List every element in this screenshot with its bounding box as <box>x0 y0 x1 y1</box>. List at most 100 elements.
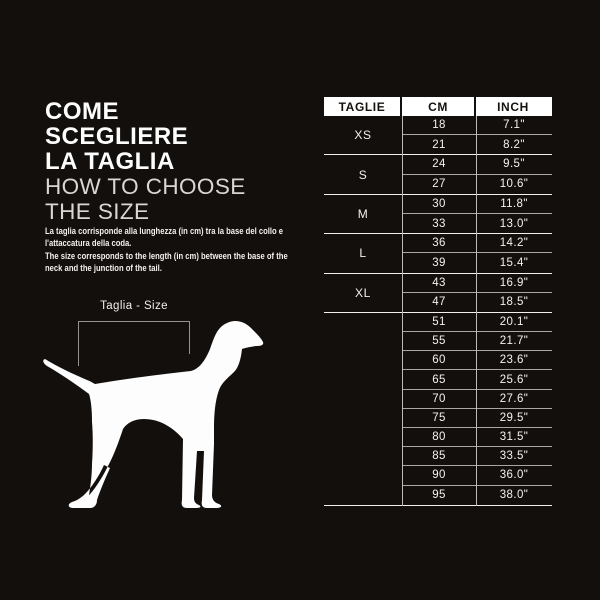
size-group-rows: 36 14.2" 39 15.4" <box>402 234 552 272</box>
size-group-label: XL <box>355 285 371 300</box>
inch-cell: 20.1" <box>499 315 529 328</box>
size-group: XL 43 16.9" 47 18.5" <box>324 274 552 313</box>
inch-cell: 27.6" <box>499 392 529 405</box>
table-row: 24 9.5" <box>402 155 552 175</box>
cm-cell: 47 <box>432 296 446 309</box>
title-line: COME <box>45 98 119 125</box>
table-header: TAGLIE CM INCH <box>324 97 552 116</box>
size-group-label: S <box>358 167 368 182</box>
column-divider <box>476 116 477 506</box>
size-group-label: M <box>357 206 369 221</box>
size-group-rows: 30 11.8" 33 13.0" <box>402 195 552 233</box>
size-diagram-label: Taglia - Size <box>100 300 168 312</box>
table-row: 30 11.8" <box>402 195 552 214</box>
inch-cell: 38.0" <box>499 489 529 502</box>
cm-cell: 27 <box>432 178 446 191</box>
inch-cell: 14.2" <box>499 237 529 250</box>
table-row: 80 31.5" <box>402 428 552 448</box>
table-row: 90 36.0" <box>402 466 552 486</box>
cm-cell: 43 <box>432 276 446 289</box>
size-group: 51 20.1" 55 21.7" 60 23.6" 65 25.6" 70 27.6" 75 29.… <box>324 313 552 506</box>
bracket-tick-left <box>78 321 79 366</box>
table-row: 95 38.0" <box>402 486 552 505</box>
table-row: 75 29.5" <box>402 409 552 428</box>
inch-cell: 33.5" <box>499 450 529 463</box>
subtitle-line: THE SIZE <box>45 199 150 224</box>
description-english: The size corresponds to the length (in c… <box>45 251 288 274</box>
table-row: 47 18.5" <box>402 293 552 312</box>
cm-cell: 95 <box>432 489 446 502</box>
header-cell-inch: INCH <box>497 99 529 114</box>
table-row: 85 33.5" <box>402 447 552 467</box>
page-title: COME SCEGLIERE LA TAGLIA <box>45 99 188 174</box>
size-table: TAGLIE CM INCH XS 18 7.1" 21 8.2" S 24 9.5" 27 10… <box>324 97 552 506</box>
table-row: 18 7.1" <box>402 116 552 136</box>
cm-cell: 75 <box>432 411 446 424</box>
table-row: 70 27.6" <box>402 390 552 409</box>
page-subtitle: HOW TO CHOOSE THE SIZE <box>45 174 246 224</box>
inch-cell: 25.6" <box>499 373 529 386</box>
cm-cell: 24 <box>432 158 446 171</box>
inch-cell: 10.6" <box>499 178 529 191</box>
header-cell-cm: CM <box>402 97 476 116</box>
table-row: 21 8.2" <box>402 135 552 154</box>
title-line: LA TAGLIA <box>45 148 175 175</box>
table-row: 39 15.4" <box>402 253 552 272</box>
table-row: 55 21.7" <box>402 332 552 352</box>
table-row: 36 14.2" <box>402 234 552 254</box>
header-cell-taglie: TAGLIE <box>324 97 402 116</box>
inch-cell: 7.1" <box>503 119 525 132</box>
table-body: XS 18 7.1" 21 8.2" S 24 9.5" 27 10.6" M 30 11.8" 33 13… <box>324 116 552 506</box>
cm-cell: 90 <box>432 469 446 482</box>
inch-cell: 31.5" <box>499 431 529 444</box>
inch-cell: 15.4" <box>499 256 529 269</box>
inch-cell: 13.0" <box>499 217 529 230</box>
cm-cell: 55 <box>432 335 446 348</box>
size-group: L 36 14.2" 39 15.4" <box>324 234 552 274</box>
cm-cell: 30 <box>432 197 446 210</box>
table-row: 43 16.9" <box>402 274 552 293</box>
size-group: S 24 9.5" 27 10.6" <box>324 155 552 195</box>
size-group: M 30 11.8" 33 13.0" <box>324 195 552 235</box>
subtitle-line: HOW TO CHOOSE <box>45 174 246 199</box>
inch-cell: 36.0" <box>499 469 529 482</box>
inch-cell: 16.9" <box>499 276 529 289</box>
dog-silhouette-icon <box>43 320 264 508</box>
size-group-label: L <box>359 246 367 261</box>
inch-cell: 9.5" <box>503 158 525 171</box>
cm-cell: 65 <box>432 373 446 386</box>
cm-cell: 18 <box>432 119 446 132</box>
description-line: l'attaccatura della coda. <box>45 237 132 248</box>
inch-cell: 23.6" <box>499 354 529 367</box>
measurement-bracket <box>78 321 190 322</box>
bracket-tick-right <box>189 321 190 354</box>
description-italian: La taglia corrisponde alla lunghezza (in… <box>45 226 283 249</box>
title-line: SCEGLIERE <box>45 123 189 150</box>
size-group-rows: 18 7.1" 21 8.2" <box>402 116 552 154</box>
inch-cell: 21.7" <box>499 335 529 348</box>
cm-cell: 33 <box>432 217 446 230</box>
table-row: 51 20.1" <box>402 313 552 333</box>
column-divider <box>402 116 403 506</box>
description-line: La taglia corrisponde alla lunghezza (in… <box>45 226 284 236</box>
size-group-label <box>324 313 402 505</box>
cm-cell: 80 <box>432 431 446 444</box>
cm-cell: 21 <box>432 138 446 151</box>
measurement-illustration: Taglia - Size <box>30 300 280 515</box>
table-row: 27 10.6" <box>402 175 552 194</box>
description-line: The size corresponds to the length (in c… <box>45 251 288 261</box>
cm-cell: 60 <box>432 354 446 367</box>
cm-cell: 70 <box>432 392 446 405</box>
size-group-rows: 51 20.1" 55 21.7" 60 23.6" 65 25.6" 70 27.6" 75 29.… <box>402 313 552 505</box>
inch-cell: 18.5" <box>499 296 529 309</box>
cm-cell: 85 <box>432 450 446 463</box>
size-group: XS 18 7.1" 21 8.2" <box>324 116 552 156</box>
table-row: 60 23.6" <box>402 351 552 371</box>
cm-cell: 51 <box>432 315 446 328</box>
size-group-rows: 24 9.5" 27 10.6" <box>402 155 552 193</box>
inch-cell: 11.8" <box>500 197 528 210</box>
cm-cell: 36 <box>432 237 446 250</box>
table-row: 33 13.0" <box>402 214 552 233</box>
inch-cell: 29.5" <box>499 411 529 424</box>
